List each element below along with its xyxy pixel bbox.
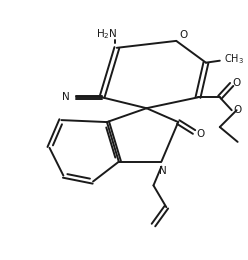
Text: CH$_3$: CH$_3$ <box>224 52 244 66</box>
Text: H$_2$N: H$_2$N <box>96 27 118 41</box>
Text: O: O <box>233 79 241 88</box>
Text: O: O <box>234 105 242 115</box>
Text: N: N <box>159 166 167 176</box>
Text: O: O <box>179 30 187 40</box>
Text: N: N <box>62 92 70 102</box>
Text: O: O <box>196 129 204 139</box>
